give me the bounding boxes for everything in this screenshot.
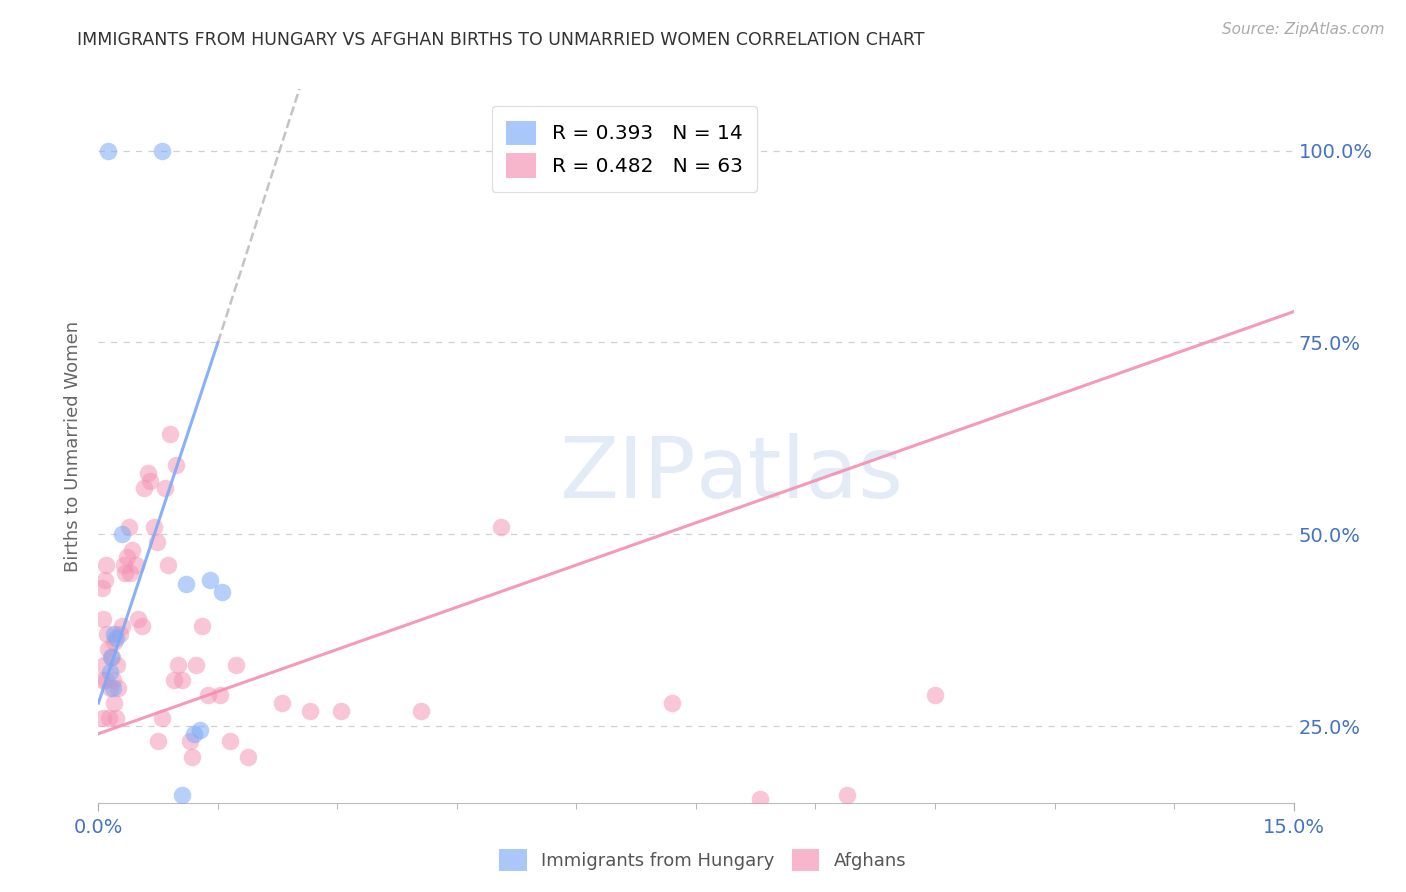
Point [96, 627, 118, 641]
Point [120, 566, 142, 580]
Point [270, 696, 292, 710]
Point [127, 612, 149, 626]
Point [91, 612, 114, 626]
Point [208, 689, 231, 703]
Point [172, 788, 194, 802]
Point [107, 681, 129, 695]
Point [105, 657, 128, 672]
Point [198, 574, 221, 588]
Point [91, 581, 114, 595]
Point [150, 144, 173, 158]
Point [90, 673, 112, 687]
Point [111, 619, 134, 633]
Text: Source: ZipAtlas.com: Source: ZipAtlas.com [1222, 22, 1385, 37]
Point [159, 427, 181, 442]
Point [104, 631, 127, 645]
Point [121, 542, 143, 557]
Point [101, 650, 124, 665]
Point [411, 704, 433, 718]
Point [191, 619, 214, 633]
Point [101, 673, 124, 687]
Y-axis label: Births to Unmarried Women: Births to Unmarried Women [63, 320, 82, 572]
Text: IMMIGRANTS FROM HUNGARY VS AFGHAN BIRTHS TO UNMARRIED WOMEN CORRELATION CHART: IMMIGRANTS FROM HUNGARY VS AFGHAN BIRTHS… [77, 31, 925, 49]
Point [661, 696, 683, 710]
Point [98, 665, 121, 680]
Point [238, 749, 260, 764]
Point [211, 584, 233, 599]
Point [163, 673, 186, 687]
Point [97, 711, 120, 725]
Point [103, 634, 125, 648]
Point [190, 723, 212, 737]
Legend: R = 0.393   N = 14, R = 0.482   N = 63: R = 0.393 N = 14, R = 0.482 N = 63 [492, 106, 756, 192]
Point [91, 711, 114, 725]
Point [565, 144, 588, 158]
Point [143, 519, 166, 533]
Point [103, 627, 125, 641]
Point [924, 689, 946, 703]
Point [97, 642, 120, 657]
Point [167, 657, 190, 672]
Point [184, 657, 207, 672]
Point [101, 681, 124, 695]
Point [153, 481, 176, 495]
Point [93, 657, 115, 672]
Point [298, 704, 321, 718]
Point [103, 696, 125, 710]
Point [179, 734, 201, 748]
Point [197, 689, 219, 703]
Point [166, 458, 188, 473]
Point [125, 558, 148, 572]
Point [132, 481, 155, 495]
Point [97, 144, 120, 158]
Point [136, 466, 159, 480]
Point [183, 727, 205, 741]
Point [111, 527, 134, 541]
Point [118, 519, 141, 533]
Text: atlas: atlas [696, 433, 904, 516]
Point [330, 704, 353, 718]
Point [108, 627, 131, 641]
Point [181, 749, 204, 764]
Point [139, 474, 162, 488]
Point [219, 734, 242, 748]
Point [145, 535, 167, 549]
Point [96, 558, 118, 572]
Point [174, 577, 197, 591]
Point [748, 792, 770, 806]
Point [131, 619, 153, 633]
Point [489, 519, 512, 533]
Text: ZIP: ZIP [560, 433, 696, 516]
Point [837, 788, 859, 802]
Point [94, 673, 117, 687]
Point [112, 558, 135, 572]
Point [148, 734, 170, 748]
Point [225, 657, 247, 672]
Point [156, 558, 179, 572]
Point [114, 566, 136, 580]
Point [104, 711, 127, 725]
Point [115, 550, 138, 565]
Point [150, 711, 173, 725]
Point [100, 650, 122, 665]
Point [94, 574, 117, 588]
Point [98, 681, 122, 695]
Legend: Immigrants from Hungary, Afghans: Immigrants from Hungary, Afghans [492, 842, 914, 879]
Point [172, 673, 194, 687]
